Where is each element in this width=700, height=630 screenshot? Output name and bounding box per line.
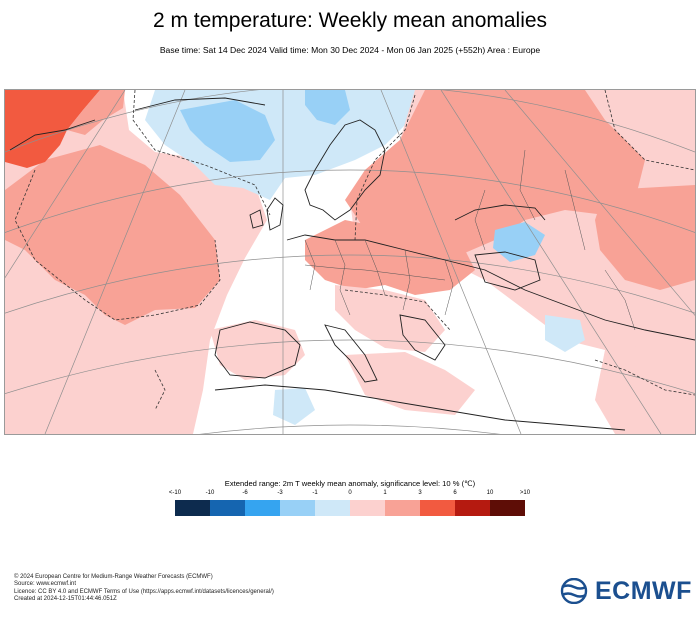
legend-tick: <-10 bbox=[168, 490, 182, 496]
greenland-warm-strong bbox=[5, 90, 100, 168]
iberia-warm-light bbox=[210, 320, 305, 380]
legend-tick: -1 bbox=[312, 490, 318, 496]
footer-credits: © 2024 European Centre for Medium-Range … bbox=[14, 574, 274, 604]
legend-swatch bbox=[455, 500, 490, 516]
legend-swatch bbox=[210, 500, 245, 516]
anomaly-map bbox=[4, 89, 696, 435]
legend-tick: -3 bbox=[277, 490, 283, 496]
legend-tick: 1 bbox=[383, 490, 387, 496]
legend-swatch bbox=[280, 500, 315, 516]
footer-line: © 2024 European Centre for Medium-Range … bbox=[14, 574, 213, 580]
map-svg bbox=[5, 90, 695, 434]
legend-swatch bbox=[175, 500, 210, 516]
middle-east-warm-light bbox=[595, 340, 695, 434]
legend-swatch bbox=[385, 500, 420, 516]
arctic-cold-mid bbox=[180, 100, 275, 162]
balkan-warm-light bbox=[335, 285, 445, 352]
footer-line: Source: www.ecmwf.int bbox=[14, 581, 77, 588]
legend-tick: 6 bbox=[453, 490, 457, 496]
legend-ticks: <-10 -10 -6 -3 -1 0 1 3 6 10 >10 bbox=[0, 490, 700, 500]
coastlines bbox=[9, 97, 695, 431]
country-borders bbox=[304, 149, 636, 331]
graticule bbox=[5, 90, 695, 434]
ecmwf-logo-text: ECMWF bbox=[595, 576, 692, 605]
far-east-warm-mid bbox=[595, 185, 695, 290]
north-africa-warm-light bbox=[345, 352, 475, 415]
legend-tick: 0 bbox=[348, 490, 352, 496]
legend-tick: 10 bbox=[486, 490, 494, 496]
legend-swatch bbox=[315, 500, 350, 516]
africa-cold bbox=[273, 388, 315, 425]
ecmwf-logo: ECMWF bbox=[557, 577, 692, 605]
legend-tick: -10 bbox=[205, 490, 215, 496]
legend-swatch bbox=[350, 500, 385, 516]
turkey-cold bbox=[545, 315, 585, 352]
significance-contours bbox=[14, 90, 695, 411]
legend-tick: -6 bbox=[242, 490, 248, 496]
page-title: 2 m temperature: Weekly mean anomalies bbox=[152, 9, 548, 32]
legend-swatch bbox=[420, 500, 455, 516]
legend-tick: 3 bbox=[418, 490, 422, 496]
page-subtitle: Base time: Sat 14 Dec 2024 Valid time: M… bbox=[159, 45, 541, 55]
legend-swatch bbox=[490, 500, 525, 516]
ecmwf-logo-icon bbox=[560, 578, 588, 604]
legend-swatch bbox=[245, 500, 280, 516]
footer-line: Licence: CC BY 4.0 and ECMWF Terms of Us… bbox=[14, 588, 274, 595]
central-europe-warm-mid bbox=[305, 220, 475, 295]
legend-colorbar bbox=[175, 500, 525, 516]
legend-tick: >10 bbox=[519, 490, 531, 496]
east-europe-warm-mid bbox=[345, 90, 645, 255]
greenland-warm-mid bbox=[67, 90, 125, 135]
legend-title: Extended range: 2m T weekly mean anomaly… bbox=[224, 479, 476, 488]
atlantic-warm-mid bbox=[5, 145, 220, 325]
footer-line: Created at 2024-12-15T01:44:46.051Z bbox=[14, 596, 117, 603]
scandinavia-cold-mid bbox=[305, 90, 350, 125]
